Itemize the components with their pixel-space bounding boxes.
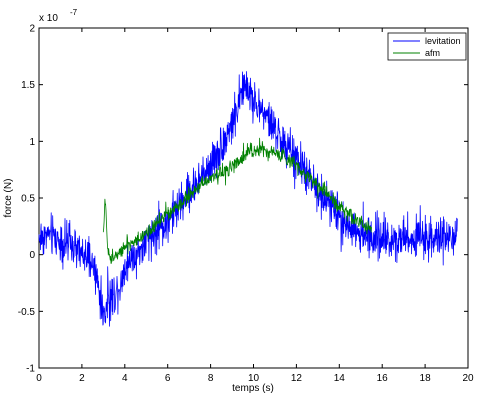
x-tick-label-4: 8: [208, 373, 214, 384]
x-tick-label-10: 20: [462, 373, 474, 384]
y-exponent-label: x 10: [39, 13, 58, 24]
ticks-layer: 0 2 4 6 8 10 12 14 16 18 20 -1 -0.5 0 0.5 1 1.5 2: [18, 24, 474, 385]
y-tick-label-2: 0: [29, 250, 35, 261]
y-exponent-power: -7: [70, 8, 78, 17]
y-tick-label-3: 0.5: [21, 194, 35, 205]
x-tick-label-7: 14: [334, 373, 346, 384]
series-line-levitation: [38, 71, 458, 327]
x-tick-label-0: 0: [36, 373, 42, 384]
x-tick-label-6: 12: [291, 373, 303, 384]
x-tick-label-8: 16: [377, 373, 389, 384]
legend-box: [387, 32, 467, 61]
x-tick-label-5: 10: [248, 373, 260, 384]
plot-area: 0 2 4 6 8 10 12 14 16 18 20 -1 -0.5 0 0.5 1 1.5 2: [18, 24, 474, 385]
x-tick-label-9: 18: [420, 373, 432, 384]
series-line-afm: [102, 137, 372, 264]
y-exponent: x 10 -7: [39, 8, 78, 24]
y-tick-label-4: 1: [29, 137, 35, 148]
x-tick-label-2: 4: [122, 373, 128, 384]
y-axis-label: force (N): [3, 179, 14, 218]
x-tick-label-3: 6: [165, 373, 171, 384]
x-tick-label-1: 2: [79, 373, 85, 384]
y-tick-label-1: -0.5: [18, 307, 36, 318]
y-tick-label-5: 1.5: [21, 80, 35, 91]
legend-label-afm: afm: [425, 48, 440, 58]
series-layer: [38, 71, 458, 327]
legend: levitation afm: [387, 32, 467, 61]
x-axis-label: temps (s): [232, 383, 274, 394]
legend-label-levitation: levitation: [425, 36, 461, 46]
y-tick-label-6: 2: [29, 24, 35, 35]
y-tick-label-0: -1: [26, 364, 35, 375]
